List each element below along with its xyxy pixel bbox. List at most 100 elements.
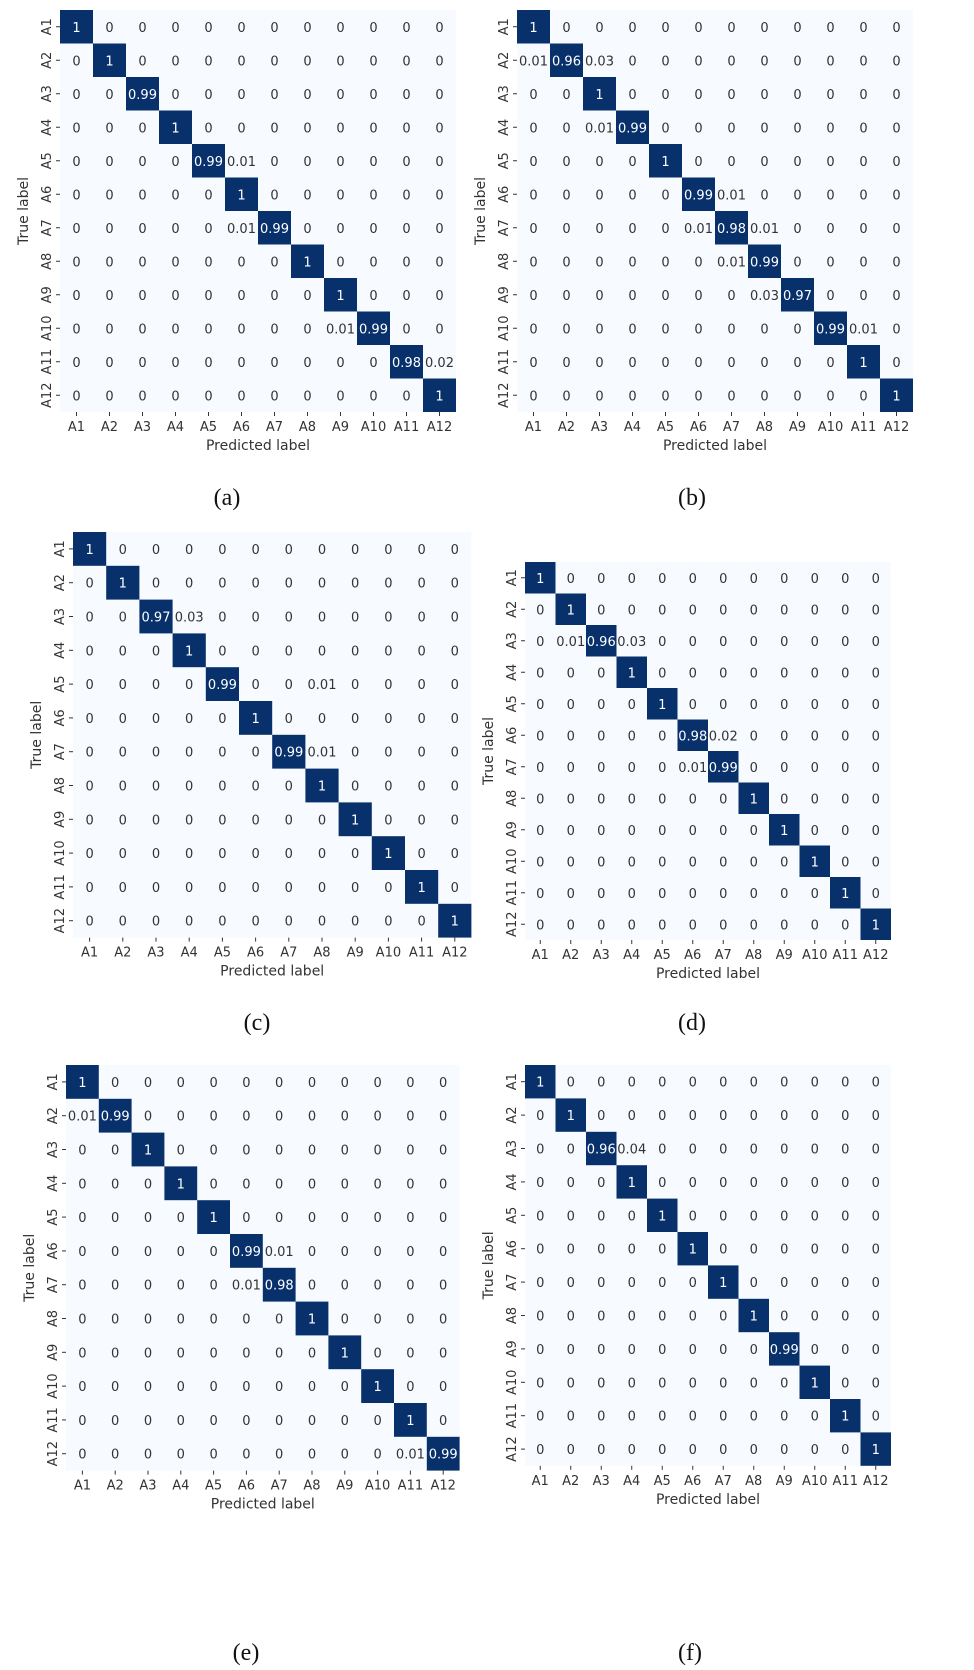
panel-a-cell-value: 0	[435, 255, 443, 270]
panel-e-cell-value: 0	[439, 1414, 447, 1429]
panel-e-cell-value: 0	[242, 1076, 250, 1091]
panel-d-cell-value: 0.01	[678, 761, 707, 776]
panel-b-cell-value: 0	[562, 88, 570, 103]
panel-a-cell-value: 0	[171, 222, 179, 237]
panel-b-cell-value: 0	[826, 54, 834, 69]
panel-c-cell-value: 0	[318, 881, 326, 896]
panel-c-cell-value: 0	[218, 915, 226, 930]
panel-e-cell-value: 0	[78, 1346, 86, 1361]
panel-d-cell-value: 0	[719, 824, 727, 839]
panel-b-cell-value: 0	[628, 54, 636, 69]
panel-b-cell-value: 0	[793, 255, 801, 270]
panel-c-y-tick-label: A12	[53, 908, 68, 933]
panel-e-y-tick-label: A6	[46, 1242, 61, 1259]
panel-f-cell-value: 0	[689, 1376, 697, 1391]
panel-d-cell-value: 0	[811, 824, 819, 839]
panel-f-cell-value: 0	[536, 1243, 544, 1258]
panel-a-cell-value: 0	[303, 188, 311, 203]
panel-b-cell-value: 0	[595, 356, 603, 371]
panel-c-cell-value: 1	[417, 881, 425, 896]
panel-f-cell-value: 0	[536, 1209, 544, 1224]
panel-f-y-tick-label: A2	[505, 1107, 520, 1124]
panel-b-cell-value: 0	[760, 155, 768, 170]
panel-f-cell-value: 0	[872, 1076, 880, 1091]
panel-a-cell-value: 0	[270, 356, 278, 371]
panel-c-cell-value: 0	[85, 644, 93, 659]
panel-e-cell-value: 0	[177, 1448, 185, 1463]
panel-c-cell-value: 0	[152, 881, 160, 896]
panel-e-cell-value: 0	[275, 1380, 283, 1395]
panel-c-cell-value: 0	[85, 847, 93, 862]
panel-f-cell-value: 0	[750, 1276, 758, 1291]
panel-d-cell-value: 0	[567, 729, 575, 744]
panel-a-cell-value: 0	[402, 21, 410, 36]
panel-f-cell	[647, 1198, 678, 1232]
panel-a-x-tick-label: A5	[200, 420, 217, 435]
panel-c-y-tick-label: A8	[53, 777, 68, 794]
panel-f-cell-value: 0	[536, 1443, 544, 1458]
panel-b-cell-value: 0	[892, 188, 900, 203]
panel-d-cell-value: 0	[750, 887, 758, 902]
panel-a-y-tick-label: A1	[40, 18, 55, 35]
panel-e-cell-value: 0	[177, 1245, 185, 1260]
panel-f-cell-value: 0.99	[770, 1343, 799, 1358]
panel-a-cell-value: 0	[303, 88, 311, 103]
panel-d-cell-value: 0	[780, 666, 788, 681]
panel-a-cell-value: 0	[270, 289, 278, 304]
panel-d-cell	[830, 877, 861, 909]
panel-e-cell-value: 0	[308, 1211, 316, 1226]
panel-b-cell-value: 0	[628, 21, 636, 36]
panel-c-cell-value: 0	[152, 813, 160, 828]
panel-f-cell-value: 0	[841, 1076, 849, 1091]
panel-e-cell	[394, 1403, 427, 1437]
panel-e-cell-value: 0	[406, 1076, 414, 1091]
panel-d-cell-value: 0	[567, 824, 575, 839]
panel-c-cell-value: 0	[384, 813, 392, 828]
panel-e-cell-value: 0	[439, 1279, 447, 1294]
panel-d-cell-value: 0	[780, 698, 788, 713]
panel-a-cell-value: 0	[105, 188, 113, 203]
panel-e-cell-value: 0	[406, 1110, 414, 1125]
panel-f-cell-value: 0	[536, 1376, 544, 1391]
panel-a-cell-value: 0	[303, 322, 311, 337]
panel-a-cell-value: 0	[171, 88, 179, 103]
panel-f-y-tick-label: A4	[505, 1173, 520, 1190]
panel-f-cell-value: 0	[719, 1376, 727, 1391]
panel-e-cell-value: 0.99	[429, 1448, 458, 1463]
panel-d-cell	[677, 719, 708, 751]
panel-c-x-tick-label: A5	[214, 946, 231, 961]
panel-a-cell	[93, 43, 126, 77]
panel-a-cell-value: 0	[369, 54, 377, 69]
panel-f-cell-value: 0	[689, 1410, 697, 1425]
panel-b-cell-value: 0.99	[816, 322, 845, 337]
panel-d-cell-value: 0	[780, 887, 788, 902]
panel-e-cell-value: 0	[111, 1380, 119, 1395]
panel-d-cell-value: 0	[597, 729, 605, 744]
panel-b-cell-value: 0.99	[618, 121, 647, 136]
panel-d-cell-value: 0	[628, 729, 636, 744]
panel-c-cell-value: 0	[152, 644, 160, 659]
panel-c-cell-value: 0	[85, 577, 93, 592]
panel-a-cell-value: 0	[402, 88, 410, 103]
panel-d-cell-value: 0	[567, 666, 575, 681]
panel-b-cell-value: 0	[892, 155, 900, 170]
panel-a-x-tick-label: A6	[233, 420, 250, 435]
panel-d-x-tick-label: A2	[562, 948, 579, 963]
panel-d-cell-value: 0	[841, 666, 849, 681]
panel-f-cell-value: 0	[628, 1109, 636, 1124]
panel-a-cell-value: 0	[138, 21, 146, 36]
panel-a-cell-value: 0	[72, 54, 80, 69]
panel-b-cell	[649, 144, 682, 178]
panel-d-y-tick-label: A3	[505, 632, 520, 649]
panel-d-cell-value: 0	[780, 918, 788, 933]
panel-a-cell-value: 1	[72, 21, 80, 36]
panel-e-caption: (e)	[233, 1640, 260, 1666]
panel-b-x-tick-label: A2	[558, 420, 575, 435]
panel-d-cell	[769, 814, 800, 846]
panel-c-cell-value: 0	[351, 780, 359, 795]
panel-e-cell-value: 0	[308, 1144, 316, 1159]
panel-c-cell-value: 0	[285, 577, 293, 592]
panel-f-cell	[830, 1399, 861, 1433]
panel-e-cell-value: 0	[406, 1380, 414, 1395]
panel-e-cell-value: 0	[341, 1177, 349, 1192]
